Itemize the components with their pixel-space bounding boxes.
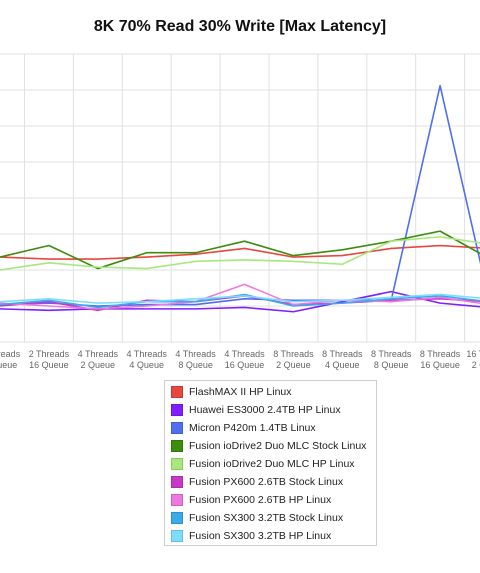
x-tick-label: 16 Queue (29, 360, 69, 370)
legend-swatch (171, 404, 183, 416)
x-tick-label: 16 Threads (466, 349, 480, 359)
legend-swatch (171, 476, 183, 488)
x-tick-label: 4 Queue (325, 360, 360, 370)
legend-item: Fusion ioDrive2 Duo MLC HP Linux (171, 455, 370, 473)
series-line-6 (0, 283, 480, 310)
legend-swatch (171, 494, 183, 506)
x-tick-label: 8 Queue (0, 360, 17, 370)
legend-item: Fusion ioDrive2 Duo MLC Stock Linux (171, 437, 370, 455)
legend-label: Micron P420m 1.4TB Linux (189, 422, 316, 434)
series-line-7 (0, 293, 480, 309)
series-line-1 (0, 290, 480, 313)
x-tick-label: 2 Queue (81, 360, 116, 370)
x-tick-label: 2 Threads (0, 349, 21, 359)
legend-label: Fusion SX300 3.2TB HP Linux (189, 530, 332, 542)
series-line-2 (0, 84, 480, 307)
legend: FlashMAX II HP Linux Huawei ES3000 2.4TB … (164, 380, 377, 546)
chart-title: 8K 70% Read 30% Write [Max Latency] (93, 18, 387, 35)
legend-swatch (171, 458, 183, 470)
legend-item: Huawei ES3000 2.4TB HP Linux (171, 401, 370, 419)
x-tick-label: 4 Threads (175, 349, 216, 359)
legend-swatch (171, 530, 183, 542)
series-lines (0, 84, 480, 313)
x-tick-label: 8 Threads (420, 349, 461, 359)
legend-item: Fusion PX600 2.6TB HP Linux (171, 491, 370, 509)
legend-swatch (171, 422, 183, 434)
x-tick-label: 16 Queue (225, 360, 265, 370)
legend-item: FlashMAX II HP Linux (171, 383, 370, 401)
x-tick-label: 4 Threads (127, 349, 168, 359)
series-line-4 (0, 236, 480, 271)
legend-swatch (171, 512, 183, 524)
x-tick-label: 4 Threads (224, 349, 265, 359)
x-tick-label: 2 Queue (276, 360, 311, 370)
x-tick-label: 8 Queue (178, 360, 213, 370)
legend-label: Fusion PX600 2.6TB HP Linux (189, 494, 332, 506)
x-tick-label: 4 Threads (78, 349, 119, 359)
series-line-8 (0, 293, 480, 304)
legend-swatch (171, 440, 183, 452)
legend-label: FlashMAX II HP Linux (189, 386, 292, 398)
x-tick-label: 4 Queue (129, 360, 164, 370)
legend-label: Fusion ioDrive2 Duo MLC HP Linux (189, 458, 355, 470)
legend-item: Micron P420m 1.4TB Linux (171, 419, 370, 437)
legend-label: Fusion SX300 3.2TB Stock Linux (189, 512, 344, 524)
series-line-0 (0, 244, 480, 260)
legend-item: Fusion SX300 3.2TB HP Linux (171, 527, 370, 545)
grid-lines (0, 53, 480, 343)
x-tick-label: 8 Queue (374, 360, 409, 370)
legend-swatch (171, 386, 183, 398)
legend-item: Fusion SX300 3.2TB Stock Linux (171, 509, 370, 527)
x-tick-label: 8 Threads (371, 349, 412, 359)
x-tick-label: 2 Threads (29, 349, 70, 359)
x-tick-label: 8 Threads (273, 349, 314, 359)
legend-item: Fusion PX600 2.6TB Stock Linux (171, 473, 370, 491)
legend-label: Huawei ES3000 2.4TB HP Linux (189, 404, 341, 416)
x-tick-label: 8 Threads (322, 349, 363, 359)
series-line-3 (0, 230, 480, 270)
x-tick-label: 16 Queue (420, 360, 460, 370)
legend-label: Fusion PX600 2.6TB Stock Linux (189, 476, 344, 488)
x-tick-label: 2 Queue (472, 360, 480, 370)
legend-label: Fusion ioDrive2 Duo MLC Stock Linux (189, 440, 367, 452)
